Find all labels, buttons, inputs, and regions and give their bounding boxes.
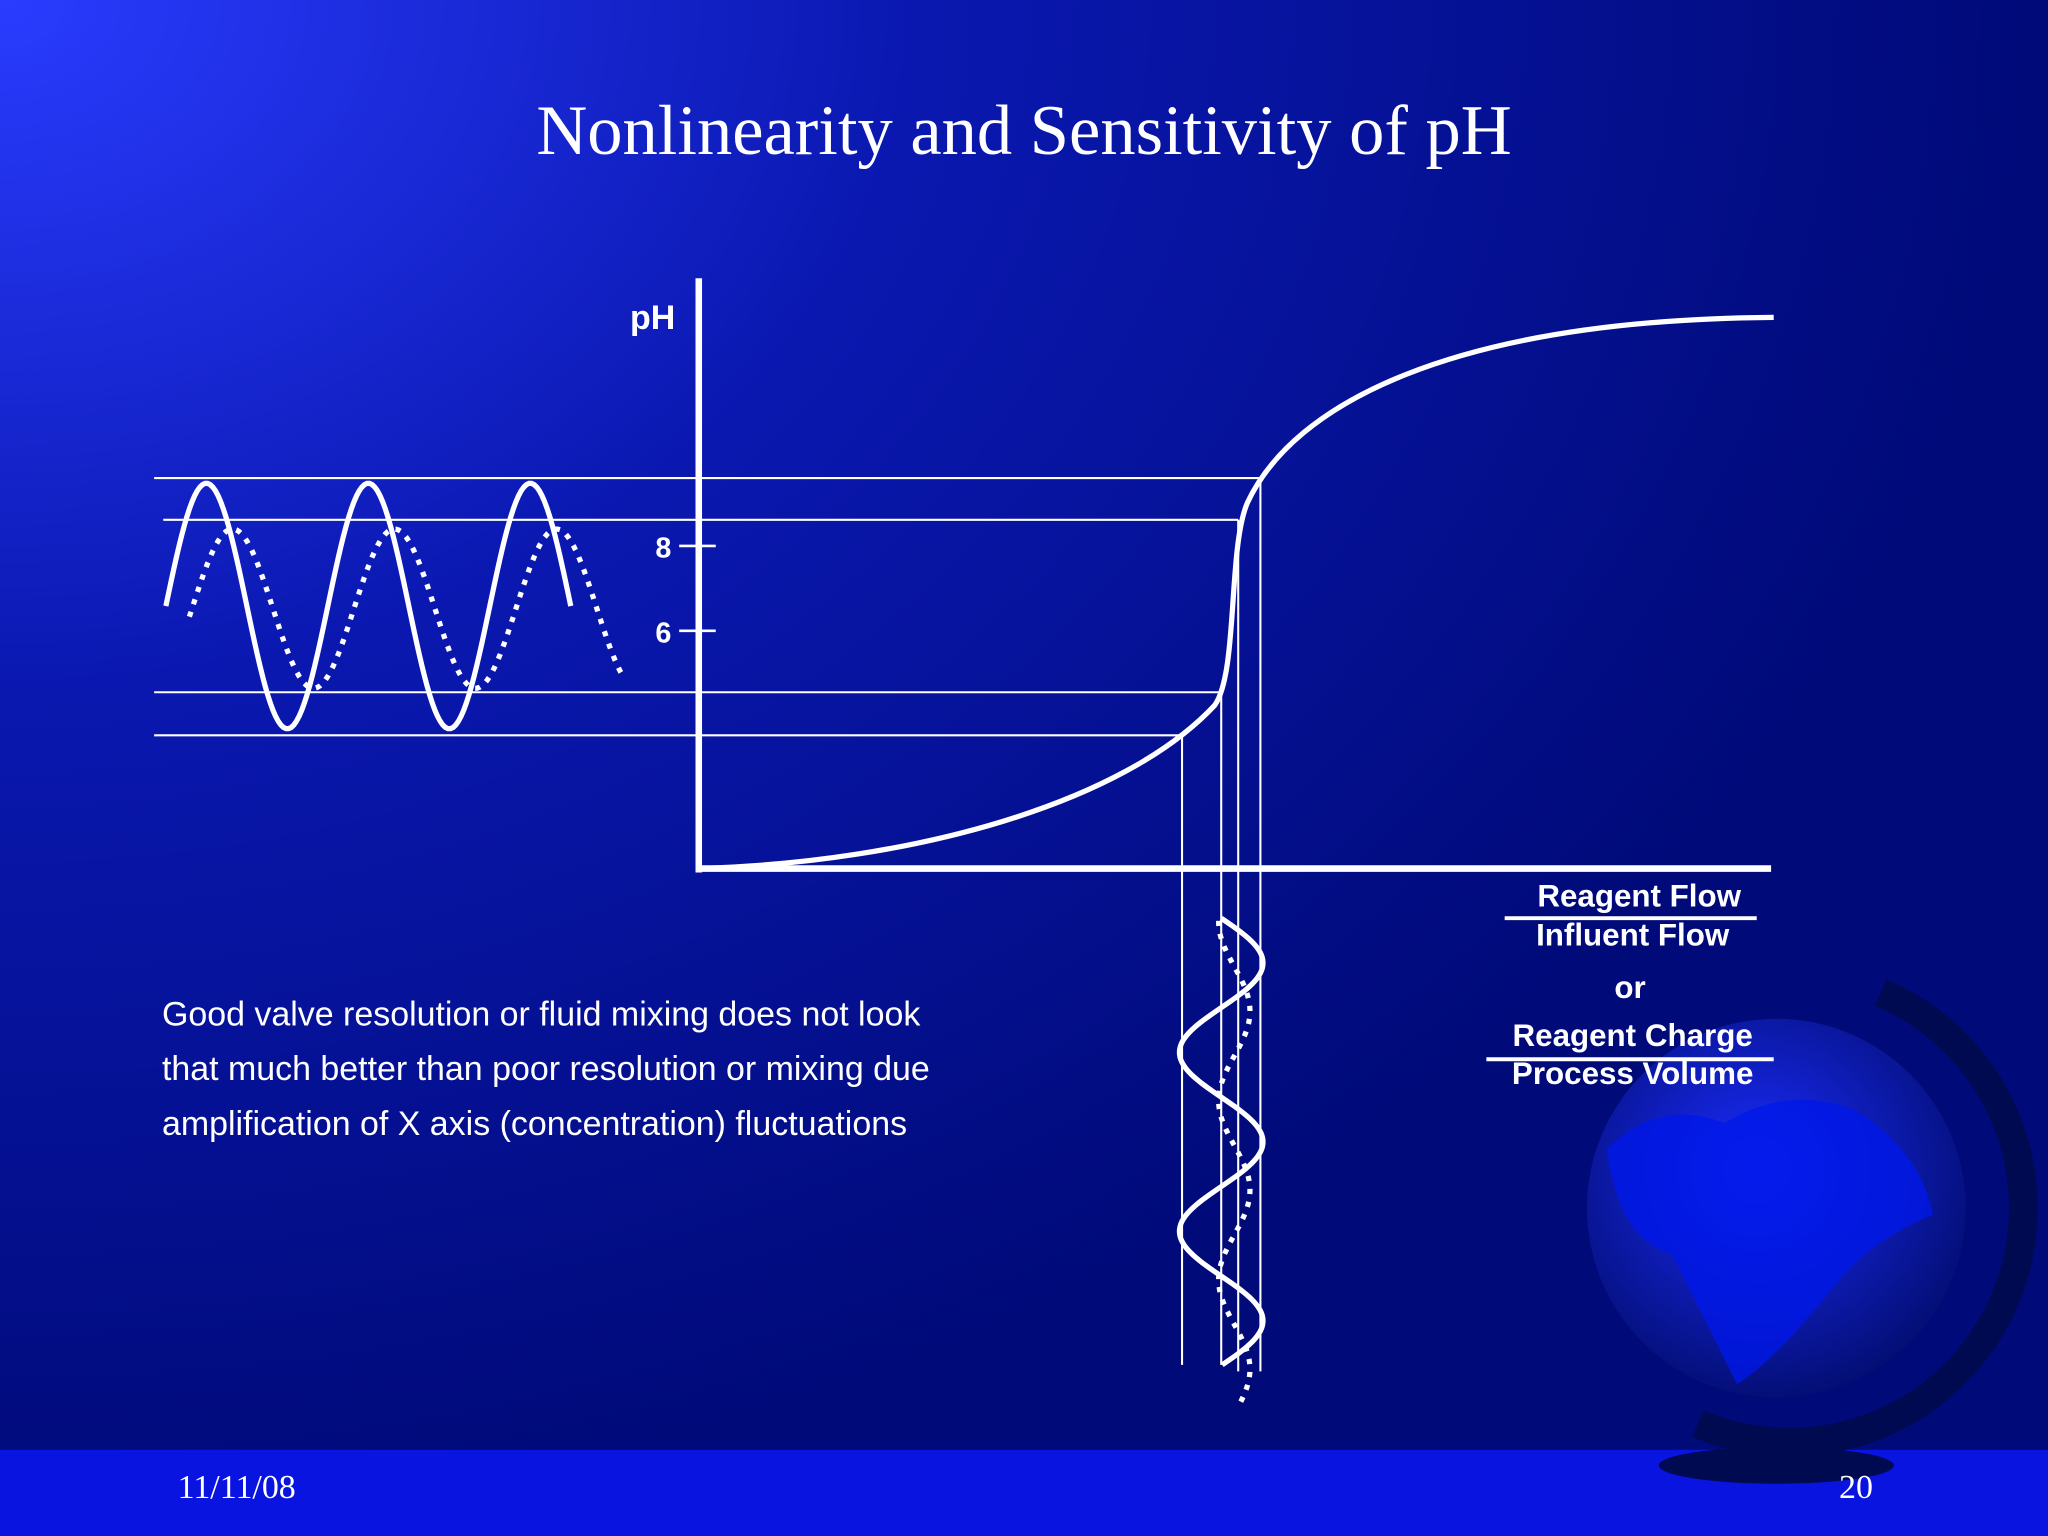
title: Nonlinearity and Sensitivity of pH <box>536 92 1511 170</box>
page-number: 20 <box>1839 1469 1873 1506</box>
ph-oscillation <box>163 480 574 732</box>
diagram: pH 8 6 Reagent Flow Influent Flow or Rea… <box>154 278 1774 1406</box>
ph-oscillation-dotted <box>186 526 626 691</box>
x-label: Influent Flow <box>1536 918 1730 953</box>
x-label: Reagent Charge <box>1513 1018 1753 1053</box>
flow-oscillation-dotted <box>1216 920 1253 1406</box>
flow-oscillation <box>1176 916 1266 1368</box>
globe <box>1586 979 2038 1484</box>
footer-date: 11/11/08 <box>178 1469 296 1506</box>
y-label: pH <box>630 299 675 337</box>
x-label: or <box>1614 970 1645 1005</box>
body-text: amplification of X axis (concentration) … <box>162 1105 907 1143</box>
tick-label: 8 <box>655 533 671 565</box>
body-text: Good valve resolution or fluid mixing do… <box>162 995 921 1033</box>
x-label: Reagent Flow <box>1537 878 1741 913</box>
x-label: Process Volume <box>1512 1056 1753 1091</box>
titration-curve <box>698 314 1774 872</box>
body-text: that much better than poor resolution or… <box>162 1050 930 1088</box>
tick-label: 6 <box>655 618 671 650</box>
